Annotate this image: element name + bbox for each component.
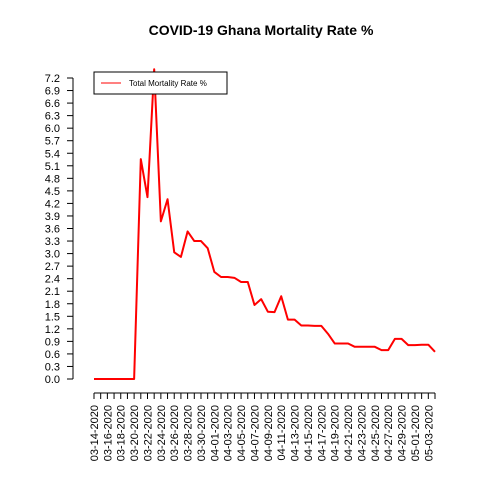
y-tick-label: 6.9 [45,86,60,98]
x-tick-label: 03-22-2020 [142,405,154,461]
legend-box [93,71,228,95]
y-tick-label: 0.0 [45,374,60,386]
x-tick-label: 04-07-2020 [249,405,261,461]
y-tick-label: 7.2 [45,73,60,85]
x-tick-label: 04-27-2020 [383,405,395,461]
x-tick-label: 04-25-2020 [370,405,382,461]
x-tick-label: 04-03-2020 [223,405,235,461]
y-tick-label: 1.8 [45,299,60,311]
y-tick-label: 3.3 [45,236,60,248]
x-tick-label: 04-01-2020 [209,405,221,461]
x-tick-label: 04-15-2020 [303,405,315,461]
y-tick-label: 4.2 [45,198,60,210]
y-tick-label: 3.0 [45,249,60,261]
chart-title: COVID-19 Ghana Mortality Rate % [149,22,374,38]
y-tick-label: 0.9 [45,336,60,348]
y-tick-label: 2.7 [45,261,60,273]
legend-label: Total Mortality Rate % [129,79,207,88]
x-tick-label: 03-30-2020 [196,405,208,461]
x-tick-label: 03-18-2020 [116,405,128,461]
y-tick-label: 6.0 [45,123,60,135]
x-tick-label: 05-01-2020 [410,405,422,461]
y-tick-label: 1.2 [45,324,60,336]
y-tick-label: 3.9 [45,211,60,223]
y-tick-label: 6.6 [45,98,60,110]
x-tick-label: 04-19-2020 [330,405,342,461]
x-tick-label: 04-29-2020 [397,405,409,461]
y-tick-label: 6.3 [45,111,60,123]
x-tick-label: 03-20-2020 [129,405,141,461]
x-tick-label: 04-21-2020 [343,405,355,461]
x-tick-label: 04-17-2020 [316,405,328,461]
y-tick-label: 2.1 [45,286,60,298]
x-tick-label: 04-11-2020 [276,405,288,460]
series-line [94,68,436,380]
y-tick-label: 4.5 [45,186,60,198]
x-tick-label: 04-05-2020 [236,405,248,461]
y-tick-label: 0.6 [45,349,60,361]
legend: Total Mortality Rate % [93,71,228,95]
y-tick-label: 5.4 [45,148,60,160]
y-axis: 0.00.30.60.91.21.51.82.12.42.73.03.33.63… [45,73,74,386]
x-tick-label: 03-16-2020 [102,405,114,461]
x-tick-label: 04-13-2020 [290,405,302,461]
plot-area [94,68,436,380]
x-tick-label: 05-03-2020 [423,405,435,461]
y-tick-label: 2.4 [45,274,60,286]
x-tick-label: 03-26-2020 [169,405,181,461]
x-tick-label: 03-24-2020 [156,405,168,461]
y-tick-label: 1.5 [45,311,60,323]
y-tick-label: 3.6 [45,224,60,236]
y-tick-label: 0.3 [45,361,60,373]
y-tick-label: 5.7 [45,136,60,148]
x-tick-label: 03-14-2020 [89,405,101,461]
y-tick-label: 5.1 [45,161,60,173]
x-tick-label: 04-23-2020 [356,405,368,461]
y-tick-label: 4.8 [45,173,60,185]
x-tick-label: 03-28-2020 [183,405,195,461]
x-tick-label: 04-09-2020 [263,405,275,461]
x-axis: 03-14-2020 03-16-2020 03-18-2020 03-20-2020… [89,392,436,461]
